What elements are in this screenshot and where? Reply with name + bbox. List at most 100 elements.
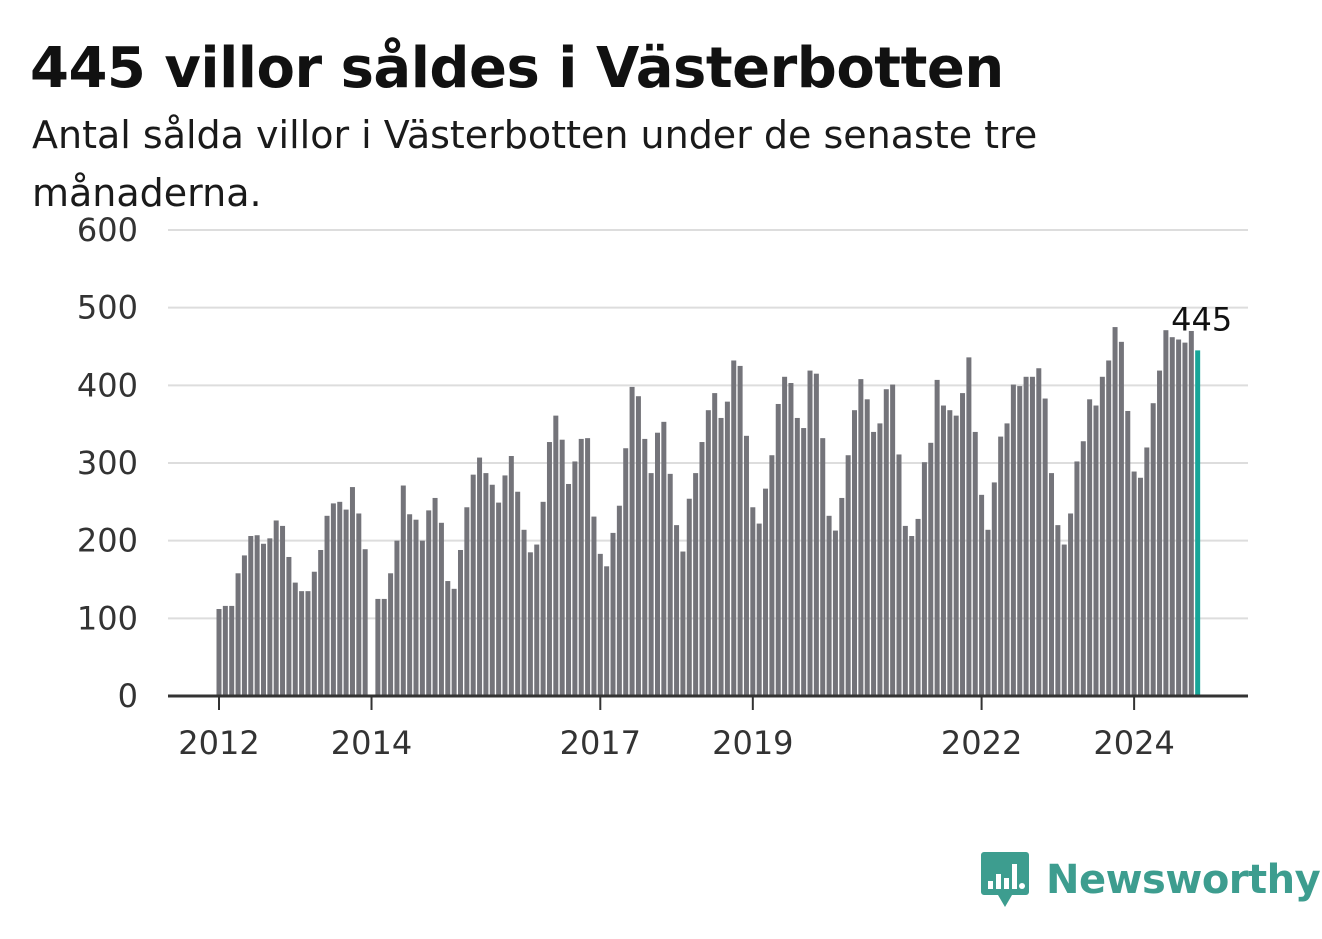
bar — [241, 555, 247, 696]
bar — [566, 483, 572, 696]
bar — [724, 401, 730, 696]
bar — [1137, 477, 1143, 696]
bar — [909, 536, 915, 696]
bar — [1061, 544, 1067, 696]
bar — [1017, 386, 1023, 696]
bar — [985, 529, 991, 696]
bar — [1169, 337, 1175, 696]
y-tick-label: 200 — [77, 522, 138, 560]
bar — [337, 501, 343, 696]
bar — [426, 510, 432, 696]
bar — [1157, 370, 1163, 696]
highlight-value-label: 445 — [1171, 300, 1232, 338]
newsworthy-brand: Newsworthy — [980, 850, 1321, 910]
bar — [578, 438, 584, 696]
bar — [267, 538, 273, 696]
bar — [515, 491, 521, 696]
bar — [1080, 441, 1086, 696]
bar — [1112, 327, 1118, 696]
bar — [877, 423, 883, 696]
bar — [1176, 339, 1182, 696]
bar — [1118, 341, 1124, 696]
bar — [648, 473, 654, 696]
bar — [1068, 513, 1074, 696]
bar — [1131, 471, 1137, 696]
bar — [839, 497, 845, 696]
axes — [168, 694, 1248, 710]
bar — [1042, 398, 1048, 696]
bar — [731, 360, 737, 696]
bar — [597, 553, 603, 696]
bar — [674, 525, 680, 696]
bar — [394, 540, 400, 696]
bar — [216, 609, 222, 696]
bar — [852, 410, 857, 696]
bar — [464, 507, 470, 696]
y-tick-label: 100 — [77, 599, 138, 637]
bar — [921, 462, 927, 696]
bar — [794, 417, 800, 696]
bar — [273, 520, 279, 696]
bar — [915, 518, 921, 696]
bar — [998, 436, 1004, 696]
bar — [286, 556, 292, 696]
bar — [229, 605, 235, 696]
bar — [737, 365, 743, 696]
bar — [324, 515, 330, 696]
bar — [705, 410, 711, 696]
bar — [947, 410, 953, 696]
bar — [470, 474, 476, 696]
bar — [496, 502, 502, 696]
bar — [343, 509, 349, 696]
bar — [966, 357, 972, 696]
bar — [604, 566, 610, 696]
bar — [305, 591, 311, 696]
bar — [642, 438, 648, 696]
bar — [775, 403, 781, 696]
y-tick-label: 400 — [77, 366, 138, 404]
bar — [635, 396, 641, 696]
bar — [883, 389, 889, 696]
x-tick-label: 2022 — [941, 724, 1022, 762]
bar — [235, 573, 241, 696]
bar — [712, 393, 718, 696]
bar — [629, 386, 635, 696]
bar — [362, 549, 368, 696]
bar — [623, 448, 629, 696]
bar — [832, 530, 838, 696]
bar — [1188, 330, 1194, 696]
bar — [858, 379, 864, 696]
x-tick-label: 2024 — [1093, 724, 1174, 762]
bar — [801, 428, 807, 696]
bar — [280, 525, 286, 696]
bar — [1163, 330, 1169, 696]
bar — [743, 435, 749, 696]
bar — [413, 519, 419, 696]
bar — [1023, 376, 1029, 696]
bar — [489, 484, 495, 696]
bar-series — [216, 327, 1201, 696]
bar — [864, 399, 870, 696]
bar — [591, 516, 597, 696]
bar — [356, 513, 362, 696]
x-tick-label: 2014 — [331, 724, 412, 762]
bar — [1036, 368, 1042, 696]
bar — [655, 432, 660, 696]
bar — [1049, 473, 1055, 696]
bar — [451, 588, 457, 696]
bar — [1074, 461, 1080, 696]
bar — [1010, 384, 1016, 696]
bar — [1029, 376, 1035, 696]
bar — [782, 376, 788, 696]
bar — [388, 573, 394, 696]
bar — [546, 442, 552, 696]
bar — [483, 473, 489, 696]
bar — [445, 581, 451, 696]
bar — [686, 498, 692, 696]
y-tick-label: 0 — [118, 677, 138, 715]
bar — [1004, 423, 1010, 696]
newsworthy-logo-icon — [981, 852, 1029, 907]
bar — [1087, 399, 1093, 696]
bar — [826, 515, 832, 696]
bar — [896, 454, 902, 696]
